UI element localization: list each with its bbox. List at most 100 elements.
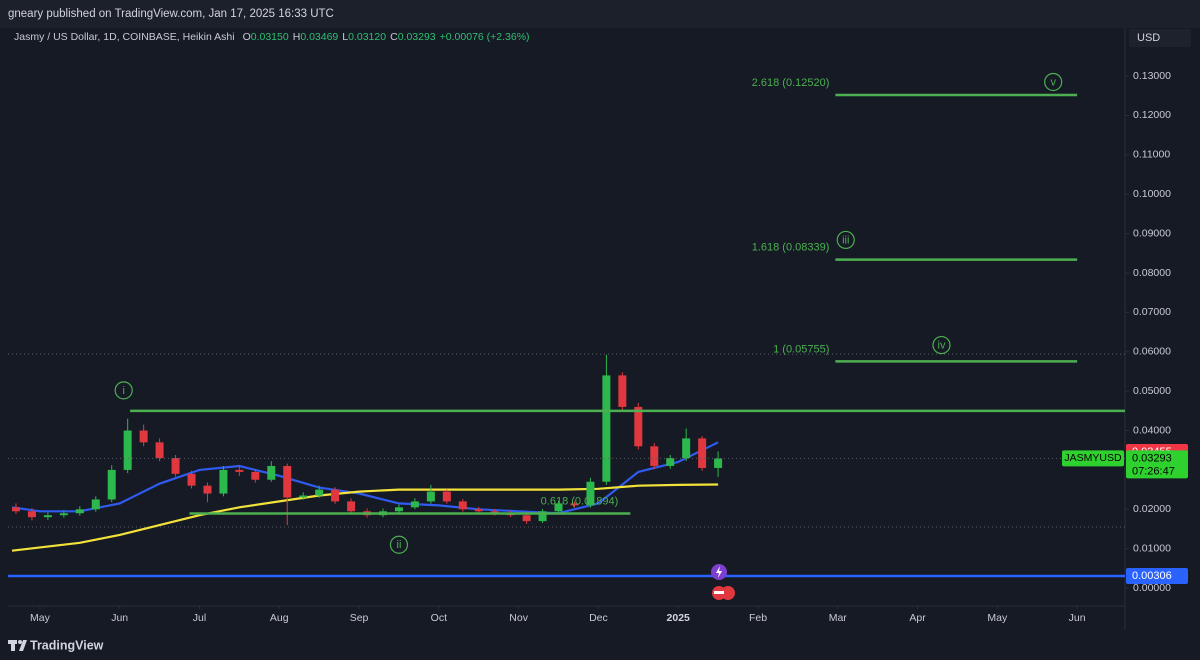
candle-body [586, 481, 595, 506]
wave-marker [932, 335, 951, 355]
lightning [716, 566, 722, 578]
candle-body [618, 375, 627, 407]
y-tick-label: 0.06000 [1133, 346, 1171, 358]
header-bar [0, 0, 1200, 28]
candle-body [522, 515, 531, 522]
y-tick-label: 0.10000 [1133, 188, 1171, 200]
legend: Jasmy / US Dollar, 1D, COINBASE, Heikin … [14, 31, 530, 43]
flag-icon [721, 586, 735, 600]
candle-body [283, 465, 292, 498]
candle-body [75, 509, 84, 514]
y-tick-label: 0.01000 [1133, 542, 1171, 554]
y-tick-label: 0.11000 [1133, 149, 1170, 161]
candle-body [698, 438, 707, 468]
logo-part [11, 640, 15, 651]
candle-body [267, 465, 276, 480]
x-tick-label: May [30, 612, 51, 624]
logo-part [19, 640, 27, 651]
y-tick-label: 0.07000 [1133, 306, 1171, 318]
candle-body [27, 511, 36, 518]
x-tick-label: Apr [909, 612, 926, 624]
plot-area: 2.618 (0.12520) 1.618 (0.08339) 1 (0.05755… [8, 72, 1125, 578]
candle-body [442, 491, 451, 502]
currency-box [1129, 29, 1191, 47]
x-tick-label: Oct [431, 612, 447, 624]
candle-body [650, 446, 659, 466]
flag-stripe [714, 591, 724, 594]
candle-body [235, 469, 244, 472]
candle-body [331, 489, 340, 502]
symbol-tag [1062, 450, 1124, 467]
logo-part [18, 640, 22, 644]
wave-label: iv [938, 339, 946, 351]
candle-body [219, 469, 228, 494]
wave-label: i [122, 385, 124, 397]
candle-body [570, 503, 579, 506]
candle-body [538, 511, 547, 522]
level-label: 1 (0.05755) [773, 343, 829, 355]
legend-value: 0.03293 [398, 31, 436, 43]
candle-body [426, 491, 435, 502]
candle-body [682, 438, 691, 459]
candle-body [91, 499, 100, 510]
x-tick-label: Jun [1069, 612, 1086, 624]
price-tag [1126, 450, 1188, 479]
candle-body [251, 471, 260, 480]
x-tick-label: 2025 [667, 612, 691, 624]
candle-body [155, 442, 164, 459]
candle-body [123, 430, 132, 470]
moving-average [11, 441, 719, 515]
x-tick-label: Jun [111, 612, 128, 624]
price-tag-value: 0.00306 [1132, 570, 1172, 582]
x-tick-label: May [987, 612, 1008, 624]
footer-bar [0, 630, 1200, 660]
x-tick-label: Sep [350, 612, 369, 624]
candle-body [554, 503, 563, 512]
x-tick-label: Feb [749, 612, 767, 624]
x-tick-label: Nov [509, 612, 528, 624]
candle-body [474, 509, 483, 512]
x-tick-label: Mar [829, 612, 848, 624]
candle-body [171, 458, 180, 474]
legend-key: L [342, 31, 348, 43]
candle-body [299, 495, 308, 498]
wave-marker [1044, 72, 1063, 92]
candle-body [714, 458, 723, 468]
event-icons [711, 564, 735, 600]
price-tag-countdown: 07:26:47 [1132, 465, 1175, 477]
candle-body [11, 507, 20, 512]
y-tick-label: 0.08000 [1133, 267, 1171, 279]
legend-value: 0.03120 [348, 31, 386, 43]
brand: TradingView [30, 638, 104, 652]
candle-body [187, 473, 196, 486]
legend-key: C [390, 31, 398, 43]
candle-body [394, 507, 403, 512]
wave-label: ii [397, 539, 402, 551]
publisher: gneary published on TradingView.com, Jan… [8, 8, 334, 20]
candle-body [107, 469, 116, 500]
price-tag [1126, 568, 1188, 585]
y-tick-label: 0.13000 [1133, 70, 1171, 82]
symbol-tag-name: JASMYUSD [1064, 452, 1122, 464]
x-tick-label: Jul [193, 612, 206, 624]
wave-marker [836, 230, 855, 250]
y-tick-label: 0.04000 [1133, 424, 1171, 436]
x-tick-label: Dec [589, 612, 608, 624]
legend-key: O [243, 31, 251, 43]
legend-symbol: Jasmy / US Dollar, 1D, COINBASE, Heikin … [14, 31, 235, 43]
candle-body [59, 513, 68, 516]
legend-value: 0.03469 [300, 31, 338, 43]
candle-body [458, 501, 467, 510]
currency: USD [1137, 32, 1160, 44]
y-tick-label: 0.00000 [1133, 582, 1171, 594]
level-label: 1.618 (0.08339) [752, 242, 830, 254]
y-tick-label: 0.12000 [1133, 109, 1171, 121]
candle-body [634, 406, 643, 447]
price-tag-value: 0.03293 [1132, 452, 1172, 464]
moving-average [11, 483, 719, 552]
candle-body [203, 485, 212, 494]
level-label: 2.618 (0.12520) [752, 77, 830, 89]
legend-change: +0.00076 (+2.36%) [440, 31, 530, 43]
